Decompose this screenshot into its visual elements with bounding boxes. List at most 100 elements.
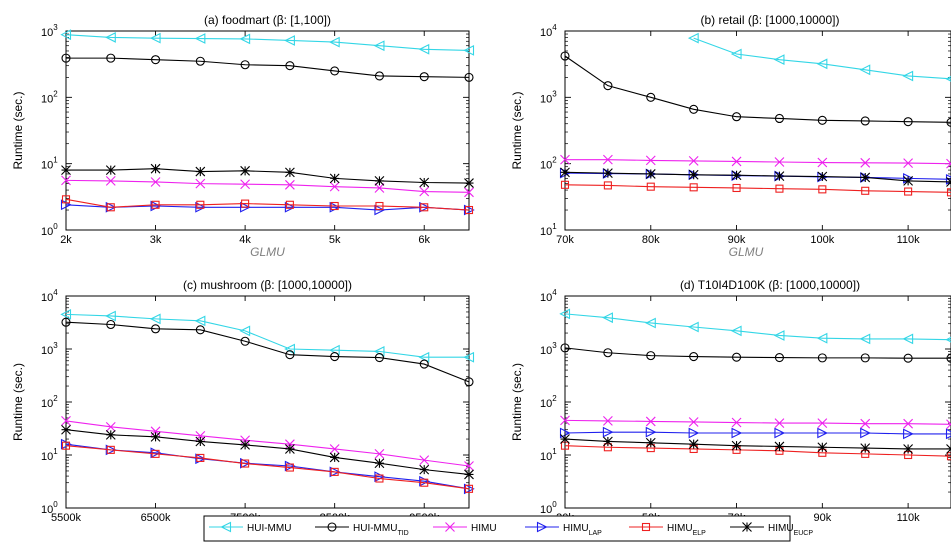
data-point-hui_mmu xyxy=(194,315,206,327)
data-point-hui_mmu_tid xyxy=(419,359,429,369)
data-point-himu xyxy=(195,178,206,189)
data-point-himu_eucp xyxy=(774,441,785,452)
data-point-himu_eucp xyxy=(688,439,699,450)
data-point-himu xyxy=(688,417,699,427)
legend-name: HIMU xyxy=(768,523,794,534)
y-tick-base: 10 xyxy=(41,398,53,410)
y-tick-base: 10 xyxy=(41,345,53,357)
y-tick-exponent: 0 xyxy=(53,222,58,231)
data-point-hui_mmu_tid xyxy=(419,72,429,82)
data-point-himu xyxy=(464,461,474,471)
y-tick-exponent: 2 xyxy=(552,394,557,403)
data-point-himu_eucp xyxy=(285,444,295,454)
data-point-himu_eucp xyxy=(731,170,742,181)
data-point-himu xyxy=(285,179,295,190)
y-tick-label: 104 xyxy=(41,288,58,304)
y-tick-exponent: 0 xyxy=(53,500,58,509)
y-tick-exponent: 3 xyxy=(552,341,557,350)
data-point-himu_eucp xyxy=(903,444,913,454)
y-tick-label: 101 xyxy=(540,222,557,238)
series-line-hui_mmu_tid xyxy=(65,321,470,383)
data-point-hui_mmu_tid xyxy=(195,325,205,335)
y-tick-label: 102 xyxy=(41,394,58,410)
y-axis-label: Runtime (sec.) xyxy=(510,363,524,441)
series-line-hui_mmu_tid xyxy=(66,57,470,78)
data-point-himu_lap xyxy=(602,426,614,438)
data-point-himu xyxy=(61,175,71,186)
data-point-himu_elp xyxy=(904,187,913,196)
y-tick-base: 10 xyxy=(540,160,552,172)
legend-marker xyxy=(742,522,752,532)
data-point-himu xyxy=(817,418,828,428)
legend-label: HIMU xyxy=(471,523,497,534)
chart-title: (b) retail (β: [1000,10000]) xyxy=(701,13,840,27)
data-point-himu_eucp xyxy=(603,168,613,179)
x-tick-label: 5500k xyxy=(51,512,81,524)
y-tick-label: 103 xyxy=(540,89,557,105)
data-point-himu xyxy=(603,416,613,426)
data-point-hui_mmu_tid xyxy=(732,112,742,122)
data-point-himu xyxy=(240,435,250,446)
data-point-himu_elp xyxy=(151,200,160,209)
data-point-himu_elp xyxy=(560,180,570,189)
data-point-hui_mmu_tid xyxy=(151,55,161,65)
data-point-hui_mmu xyxy=(149,313,161,325)
data-point-himu_eucp xyxy=(774,171,785,181)
data-point-himu_elp xyxy=(106,445,115,454)
data-point-himu_elp xyxy=(330,201,339,211)
y-tick-exponent: 2 xyxy=(53,394,58,403)
data-point-himu xyxy=(150,177,161,187)
data-point-himu_eucp xyxy=(464,178,474,188)
legend-marker xyxy=(220,521,232,533)
data-point-himu_eucp xyxy=(329,452,340,463)
data-point-himu_elp xyxy=(375,474,384,483)
data-point-hui_mmu_tid xyxy=(240,336,250,346)
data-point-himu_elp xyxy=(464,484,474,493)
x-tick-label: 110k xyxy=(897,512,921,524)
y-tick-label: 101 xyxy=(41,447,58,463)
data-point-hui_mmu xyxy=(105,310,116,322)
series-line-hui_mmu xyxy=(693,37,951,80)
y-tick-base: 10 xyxy=(540,451,552,463)
data-point-himu_eucp xyxy=(688,169,699,180)
series-group xyxy=(60,29,475,216)
legend-name: HUI-MMU xyxy=(247,523,291,534)
x-tick-label: 2k xyxy=(60,234,72,246)
y-tick-exponent: 4 xyxy=(53,288,58,297)
x-tick-label: 90k xyxy=(728,234,746,246)
data-point-himu_eucp xyxy=(105,165,116,175)
data-point-hui_mmu_tid xyxy=(330,66,340,76)
series-line-hui_mmu xyxy=(65,313,469,358)
series-line-hui_mmu xyxy=(564,313,951,341)
data-point-himu_elp xyxy=(646,182,655,191)
y-tick-base: 10 xyxy=(41,226,53,238)
data-point-hui_mmu_tid xyxy=(603,81,613,91)
legend-subscript: LAP xyxy=(589,530,603,537)
chart-title: (c) mushroom (β: [1000,10000]) xyxy=(183,278,352,292)
data-point-hui_mmu_tid xyxy=(689,104,699,114)
legend-marker xyxy=(536,521,548,533)
data-point-himu_eucp xyxy=(374,176,385,186)
data-point-hui_mmu_tid xyxy=(374,352,384,363)
data-point-himu_elp xyxy=(241,459,250,468)
y-tick-label: 102 xyxy=(41,89,58,105)
series-line-hui_mmu_tid xyxy=(564,347,951,359)
series-line-hui_mmu_tid xyxy=(564,55,951,123)
data-point-himu_elp xyxy=(285,463,294,472)
data-point-himu_elp xyxy=(603,181,612,190)
data-point-himu_elp xyxy=(464,205,474,215)
data-point-himu xyxy=(731,156,742,167)
legend-subscript: TID xyxy=(397,530,408,537)
x-tick-label: 5k xyxy=(329,234,341,246)
y-tick-exponent: 2 xyxy=(552,156,557,165)
series-line-himu xyxy=(65,420,470,467)
data-point-himu xyxy=(329,181,340,192)
y-tick-label: 104 xyxy=(540,288,557,304)
data-point-hui_mmu_tid xyxy=(560,51,570,61)
data-point-himu xyxy=(860,418,871,429)
data-point-hui_mmu xyxy=(773,330,785,341)
legend-marker xyxy=(327,522,337,532)
data-point-hui_mmu_tid xyxy=(774,113,784,124)
data-point-hui_mmu_tid xyxy=(946,117,951,127)
